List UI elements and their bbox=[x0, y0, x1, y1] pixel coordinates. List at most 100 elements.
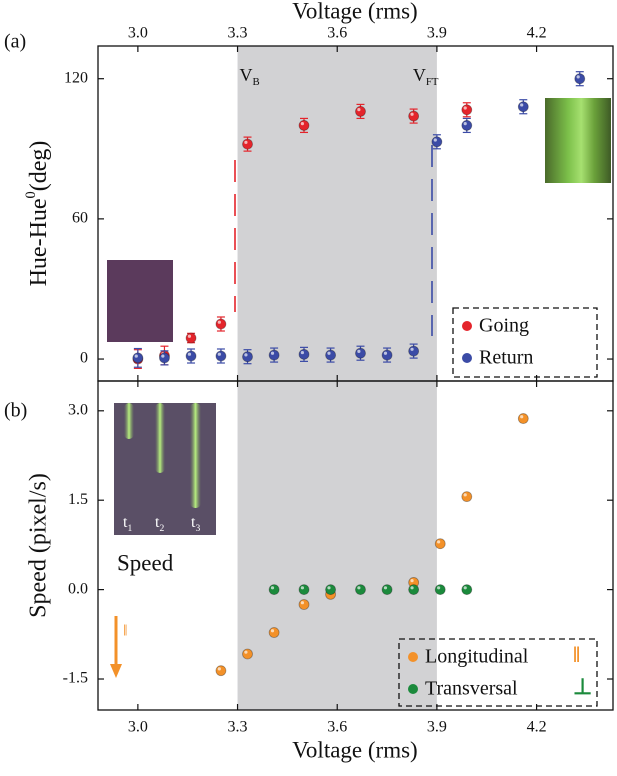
point bbox=[268, 349, 280, 361]
y-axis-title-part: 0 bbox=[23, 191, 39, 198]
legend-box bbox=[398, 638, 598, 707]
arrow bbox=[110, 616, 122, 678]
point-highlight bbox=[300, 601, 304, 605]
shade-label-part: B bbox=[253, 76, 260, 88]
shaded-region bbox=[237, 381, 437, 710]
point bbox=[298, 584, 310, 596]
point bbox=[325, 349, 336, 361]
point-highlight bbox=[187, 352, 192, 356]
shade-label-part: FT bbox=[426, 76, 439, 88]
point-highlight bbox=[437, 586, 441, 590]
point bbox=[355, 347, 366, 359]
point bbox=[242, 138, 253, 150]
x-tick-label: 3.3 bbox=[228, 719, 248, 736]
point bbox=[461, 584, 473, 596]
point bbox=[325, 584, 336, 596]
point-highlight bbox=[161, 354, 165, 358]
point-highlight bbox=[357, 586, 361, 590]
legend-symbol: ‖ bbox=[573, 642, 580, 667]
point-highlight bbox=[327, 586, 331, 590]
legend-label: Return bbox=[479, 347, 533, 369]
x-tick-label: 4.2 bbox=[527, 719, 547, 736]
point-highlight bbox=[270, 586, 275, 590]
inset-photo bbox=[107, 260, 173, 342]
legend-box bbox=[452, 307, 598, 378]
point bbox=[215, 350, 227, 362]
point bbox=[408, 345, 420, 357]
x-tick-label: 3.6 bbox=[327, 719, 347, 736]
point bbox=[355, 106, 366, 117]
y-axis-title: Hue-Hue0(deg) bbox=[23, 141, 51, 287]
point-highlight bbox=[244, 650, 248, 654]
legend-symbol: ⊥ bbox=[573, 674, 592, 699]
point bbox=[242, 351, 253, 363]
legend-marker bbox=[462, 321, 472, 331]
point-highlight bbox=[300, 586, 304, 590]
point bbox=[242, 648, 253, 660]
panel-label: (b) bbox=[4, 400, 27, 422]
inset-label-part: t bbox=[155, 514, 160, 531]
y-tick-label: 0.0 bbox=[68, 580, 88, 597]
shade-label-part: V bbox=[240, 65, 253, 85]
inset-label-part: 1 bbox=[127, 523, 132, 534]
point-highlight bbox=[300, 122, 304, 126]
point-highlight bbox=[383, 351, 388, 355]
point bbox=[159, 352, 170, 364]
point bbox=[574, 73, 586, 85]
shade-label: VB bbox=[240, 65, 260, 88]
x-tick-label: 3.0 bbox=[128, 719, 148, 736]
inset-photo bbox=[545, 98, 611, 183]
point-highlight bbox=[300, 350, 304, 355]
point bbox=[408, 584, 420, 596]
shaded-region bbox=[237, 46, 437, 381]
point bbox=[268, 627, 280, 638]
point bbox=[215, 318, 227, 330]
point bbox=[132, 352, 144, 364]
y-tick-label: 120 bbox=[64, 69, 88, 86]
point-highlight bbox=[270, 351, 275, 355]
shade-label-part: V bbox=[413, 65, 426, 85]
point bbox=[298, 120, 310, 131]
legend-marker bbox=[408, 684, 418, 694]
inset-label-part: 2 bbox=[159, 523, 164, 534]
inset-label: t2 bbox=[155, 514, 164, 534]
y-axis-title: Speed (pixel/s) bbox=[26, 473, 52, 618]
point bbox=[298, 599, 310, 610]
legend-marker bbox=[462, 353, 472, 363]
point bbox=[517, 101, 529, 113]
annotation: Speed bbox=[117, 550, 174, 575]
point bbox=[434, 538, 446, 550]
y-axis-title-part: Hue-Hue bbox=[26, 198, 52, 286]
x-tick-label: 3.9 bbox=[427, 719, 447, 736]
legend-label: Longitudinal bbox=[425, 646, 529, 668]
point bbox=[185, 332, 197, 344]
x-tick-label: 3.3 bbox=[228, 25, 248, 42]
point bbox=[355, 584, 366, 596]
point-highlight bbox=[217, 667, 221, 671]
x-tick-label: 3.9 bbox=[427, 25, 447, 42]
point-highlight bbox=[383, 586, 388, 590]
point bbox=[381, 584, 393, 596]
point bbox=[434, 584, 446, 596]
point-highlight bbox=[520, 415, 524, 419]
point bbox=[215, 665, 227, 677]
y-tick-label: 0 bbox=[80, 350, 88, 367]
y-tick-label: 1.5 bbox=[68, 491, 88, 508]
point-highlight bbox=[463, 122, 467, 126]
point-highlight bbox=[187, 334, 192, 338]
inset-label-part: 3 bbox=[195, 523, 200, 534]
point-highlight bbox=[244, 140, 248, 144]
point-highlight bbox=[357, 349, 361, 354]
arrow-symbol: ‖ bbox=[123, 623, 128, 640]
x-tick-label: 4.2 bbox=[527, 25, 547, 42]
point bbox=[517, 413, 529, 424]
legend-label: Going bbox=[479, 315, 529, 337]
point bbox=[461, 120, 473, 131]
inset-label: t3 bbox=[191, 514, 200, 534]
point bbox=[461, 491, 473, 503]
inset-label-part: t bbox=[123, 514, 128, 531]
y-tick-label: 60 bbox=[72, 210, 88, 227]
y-tick-label: -1.5 bbox=[63, 670, 88, 687]
shade-label: VFT bbox=[413, 65, 439, 88]
